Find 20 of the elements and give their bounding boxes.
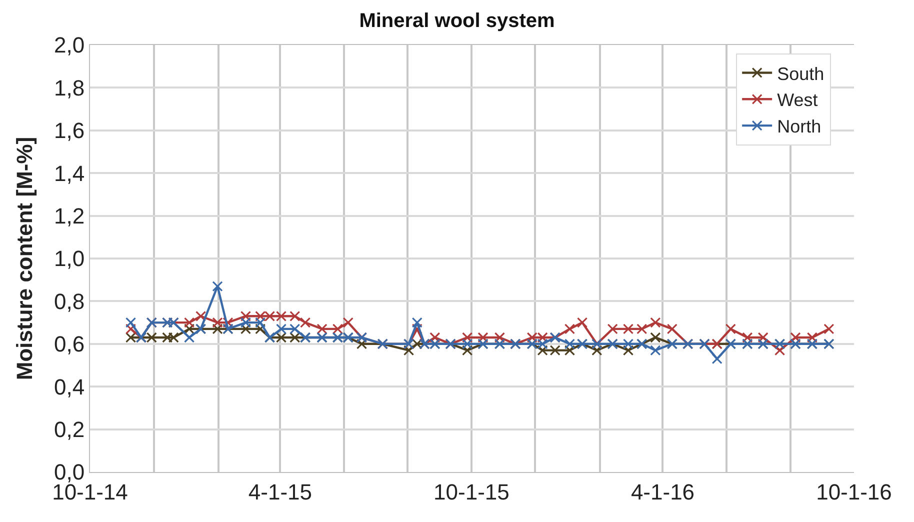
y-tick-label: 1,4: [54, 160, 85, 186]
y-axis-title: Moisture content [M-%]: [12, 136, 37, 380]
x-tick-label: 10-1-15: [434, 479, 510, 504]
y-tick-label: 1,0: [54, 246, 85, 272]
x-tick-label: 4-1-15: [248, 479, 312, 504]
y-tick-label: 0,6: [54, 332, 85, 357]
y-tick-label: 1,8: [54, 75, 85, 100]
y-tick-label: 1,6: [54, 118, 85, 144]
legend-label: North: [777, 116, 822, 137]
legend-label: South: [777, 64, 824, 84]
y-tick-label: 0,8: [54, 288, 85, 314]
x-tick-label: 10-1-16: [816, 479, 892, 504]
y-tick-label: 1,2: [54, 204, 85, 228]
y-tick-label: 0,2: [54, 417, 85, 442]
y-tick-label: 0,0: [54, 460, 85, 485]
y-tick-label: 0,4: [54, 374, 85, 400]
chart-title: Mineral wool system: [359, 10, 555, 32]
x-tick-label: 4-1-16: [630, 479, 695, 504]
legend-label: West: [777, 90, 818, 110]
y-tick-label: 2,0: [54, 32, 85, 58]
